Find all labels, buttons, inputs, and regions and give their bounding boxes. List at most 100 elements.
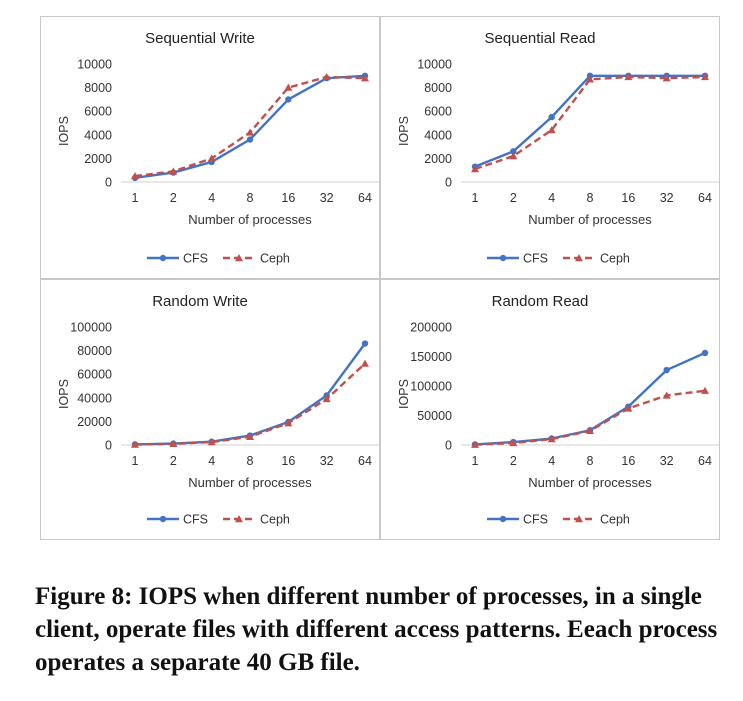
data-point-ceph [547,435,556,443]
data-point-ceph [322,394,331,403]
legend-marker-ceph [235,254,243,262]
y-tick-label: 200000 [410,321,452,335]
data-point-ceph [662,391,671,399]
legend-label-ceph: Ceph [260,252,290,266]
legend-label-ceph: Ceph [600,513,630,527]
data-point-cfs [510,148,517,155]
legend-marker-ceph [575,254,583,262]
y-tick-label: 4000 [424,128,452,142]
x-tick-label: 8 [247,454,254,468]
legend-marker-ceph [575,515,583,523]
panel-border [40,16,380,279]
data-point-ceph [131,440,139,448]
y-tick-label: 10000 [77,58,112,72]
data-point-cfs [701,349,709,357]
data-point-ceph [361,359,369,367]
data-point-ceph [624,72,633,81]
legend-label-cfs: CFS [183,252,208,266]
y-tick-label: 40000 [77,391,112,405]
data-point-ceph [169,439,178,448]
chart-title: Random Read [492,293,589,310]
y-tick-label: 0 [105,439,112,453]
x-tick-label: 64 [358,191,372,205]
panel-border [380,16,720,279]
y-tick-label: 8000 [424,81,452,95]
x-tick-label: 32 [660,454,674,468]
legend-label-cfs: CFS [523,252,548,266]
data-point-ceph [284,83,293,91]
legend-marker-ceph [235,515,243,523]
chart-title: Sequential Read [485,30,596,47]
x-tick-label: 16 [621,191,635,205]
x-tick-label: 8 [587,454,594,468]
data-point-ceph [701,386,709,394]
chart-panel-2: Sequential Read 0 2000 4000 6000 8000 10000 1 2 4… [380,16,720,279]
data-point-ceph [662,74,671,82]
y-tick-label: 0 [445,176,452,190]
data-point-ceph [169,167,178,175]
figure-grid: Sequential Write 0 2000 4000 6000 8000 10000 1 2… [40,16,720,540]
x-tick-label: 64 [698,454,712,468]
x-tick-label: 2 [170,454,177,468]
data-point-ceph [284,419,293,427]
x-tick-label: 1 [132,191,139,205]
x-tick-label: 4 [208,454,215,468]
data-point-cfs [246,136,254,143]
legend-label-cfs: CFS [523,513,548,527]
legend-marker-cfs [159,254,167,262]
data-point-ceph [586,426,594,435]
data-point-cfs [285,96,292,103]
data-point-ceph [509,152,518,160]
y-tick-label: 8000 [84,81,112,95]
data-point-ceph [246,128,254,136]
chart-panel-3: Random Write 0 20000 40000 60000 80000 100000 1… [40,279,380,540]
y-tick-label: 100000 [70,321,112,335]
y-tick-label: 0 [105,176,112,190]
y-tick-label: 2000 [424,152,452,166]
data-point-ceph [361,74,369,82]
x-tick-label: 32 [660,191,674,205]
data-point-ceph [207,154,216,162]
y-axis-label: IOPS [397,116,411,146]
x-tick-label: 64 [698,191,712,205]
data-point-ceph [701,72,709,81]
y-axis-label: IOPS [57,379,71,409]
x-tick-label: 8 [587,191,594,205]
data-point-cfs [361,340,369,347]
legend-marker-cfs [159,515,167,523]
y-tick-label: 50000 [417,409,452,423]
x-tick-label: 1 [472,191,479,205]
x-tick-label: 16 [621,454,635,468]
data-point-ceph [471,440,479,448]
y-tick-label: 2000 [84,152,112,166]
x-tick-label: 1 [132,454,139,468]
x-tick-label: 2 [170,191,177,205]
x-tick-label: 16 [281,191,295,205]
y-tick-label: 20000 [77,415,112,429]
legend-marker-cfs [499,515,507,523]
x-tick-label: 32 [320,454,334,468]
data-point-ceph [471,165,479,173]
y-tick-label: 100000 [410,380,452,394]
x-tick-label: 4 [548,454,555,468]
x-axis-label: Number of processes [528,212,652,227]
data-point-ceph [322,72,331,81]
data-point-cfs [663,366,670,374]
figure-caption: Figure 8: IOPS when different number of … [35,583,718,676]
panel-border [40,279,380,540]
y-tick-label: 60000 [77,368,112,382]
legend-label-cfs: CFS [183,513,208,527]
y-tick-label: 4000 [84,128,112,142]
x-tick-label: 2 [510,191,517,205]
y-axis-label: IOPS [397,379,411,409]
data-point-ceph [207,438,216,446]
chart-title: Random Write [152,293,248,310]
x-tick-label: 16 [281,454,295,468]
x-tick-label: 64 [358,454,372,468]
y-tick-label: 80000 [77,344,112,358]
x-tick-label: 1 [472,454,479,468]
chart-panel-1: Sequential Write 0 2000 4000 6000 8000 10000 1 2… [40,16,380,279]
y-axis-label: IOPS [57,116,71,146]
y-tick-label: 10000 [417,58,452,72]
